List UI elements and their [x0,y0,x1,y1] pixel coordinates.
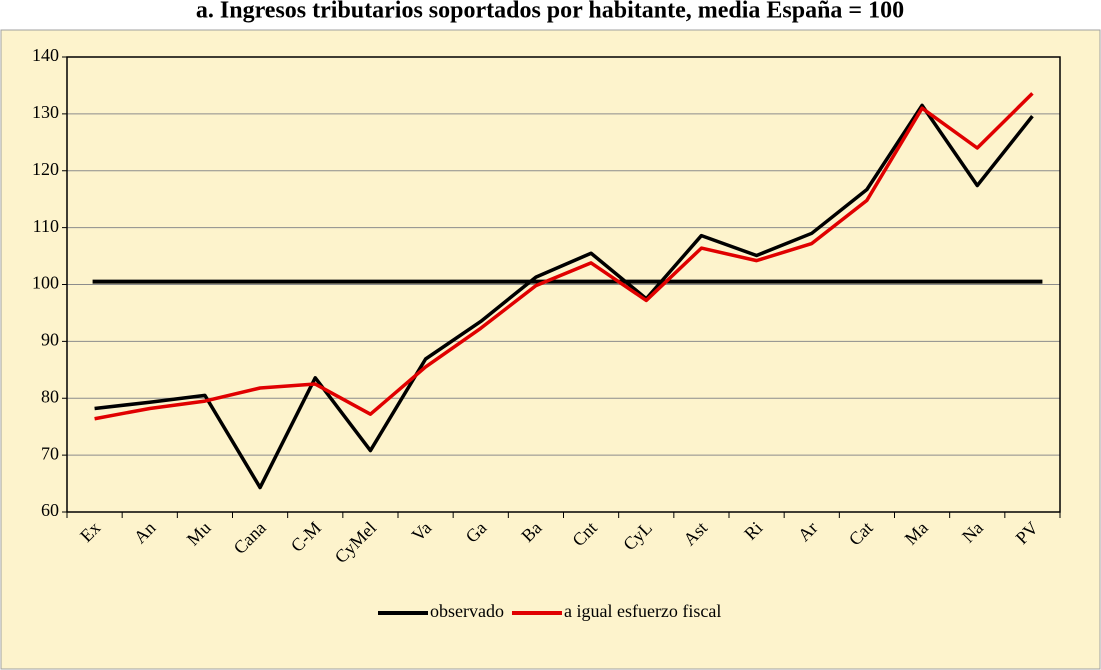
legend-label: observado [430,601,504,621]
y-tick-label: 80 [41,386,59,406]
y-tick-label: 140 [32,45,59,65]
chart-background [0,29,1101,670]
y-tick-label: 60 [41,500,59,520]
series-line [94,92,1034,421]
series-line [94,103,1034,490]
y-tick-label: 70 [41,443,59,463]
legend-label: a igual esfuerzo fiscal [564,601,721,621]
chart-title: a. Ingresos tributarios soportados por h… [196,0,904,24]
y-tick-label: 130 [32,102,59,122]
y-tick-label: 100 [32,273,59,293]
y-tick-label: 90 [41,330,59,350]
y-tick-label: 120 [32,159,59,179]
y-tick-label: 110 [33,216,59,236]
